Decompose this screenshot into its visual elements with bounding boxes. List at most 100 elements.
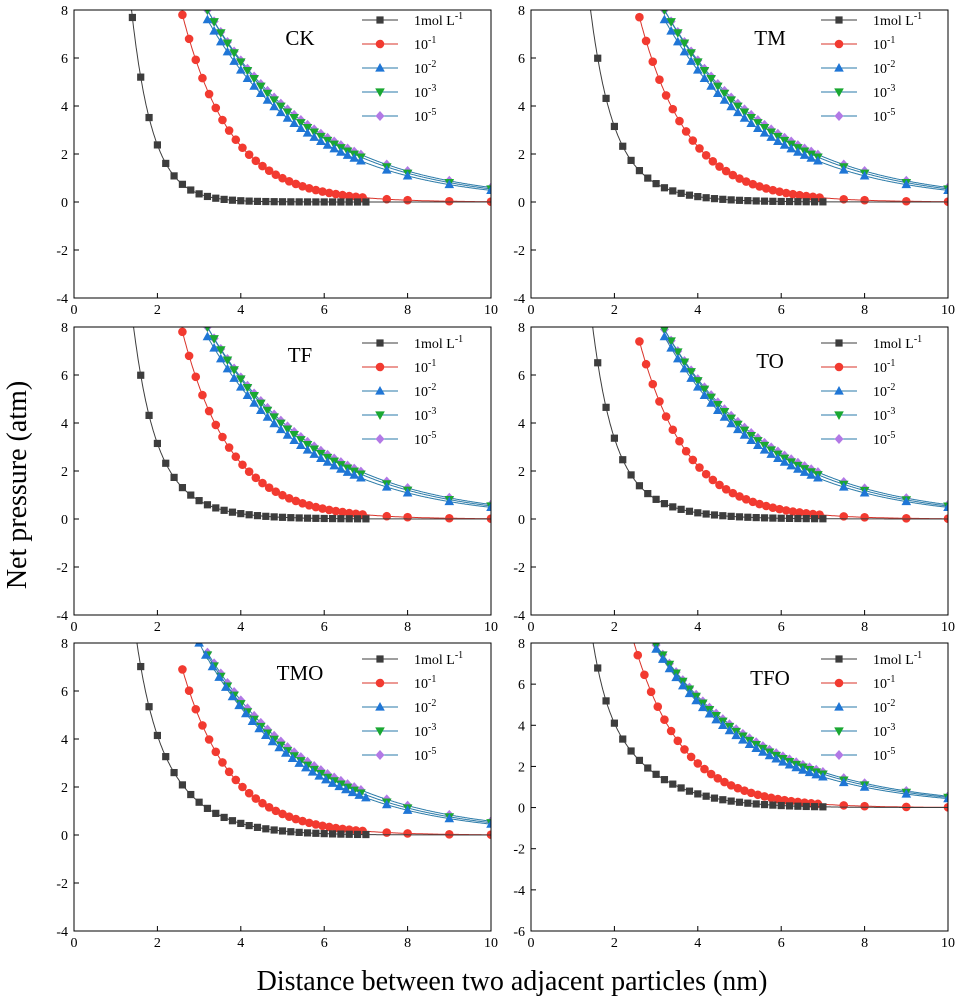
data-point bbox=[635, 482, 644, 490]
data-point bbox=[191, 372, 201, 382]
series-5 bbox=[659, 10, 948, 193]
data-point bbox=[312, 514, 320, 522]
data-point bbox=[795, 508, 804, 517]
data-point bbox=[270, 198, 278, 206]
data-point bbox=[679, 46, 690, 56]
series-3 bbox=[651, 644, 948, 803]
legend-label: 10-3 bbox=[873, 722, 895, 740]
y-tick-label: 6 bbox=[61, 685, 68, 700]
data-point bbox=[773, 453, 783, 462]
data-point bbox=[324, 505, 334, 515]
legend: 1mol L-1 10-1 10-2 10-3 10-5 bbox=[362, 650, 463, 764]
data-point bbox=[331, 823, 341, 833]
data-point bbox=[810, 803, 819, 811]
legend-marker bbox=[834, 434, 844, 444]
data-point bbox=[170, 172, 178, 180]
data-point bbox=[799, 467, 810, 476]
x-tick-label: 10 bbox=[941, 620, 955, 635]
data-point bbox=[316, 453, 326, 462]
series-5 bbox=[659, 327, 948, 510]
legend-item: 10-3 bbox=[362, 406, 436, 424]
data-point bbox=[726, 96, 736, 105]
x-tick-label: 8 bbox=[404, 620, 411, 635]
data-point bbox=[766, 449, 776, 458]
data-point bbox=[753, 790, 763, 800]
data-point bbox=[229, 373, 239, 382]
series-4 bbox=[661, 10, 948, 194]
data-point bbox=[760, 197, 769, 205]
data-point bbox=[191, 704, 201, 714]
x-tick-label: 4 bbox=[694, 936, 701, 951]
data-point bbox=[594, 664, 602, 672]
data-point bbox=[902, 802, 911, 812]
data-point bbox=[669, 780, 677, 788]
data-point bbox=[775, 504, 784, 514]
x-tick-label: 10 bbox=[484, 620, 498, 635]
legend-marker bbox=[375, 411, 385, 420]
legend-label: 10-3 bbox=[414, 722, 436, 740]
legend-marker bbox=[835, 339, 843, 347]
legend-label: 10-2 bbox=[414, 382, 436, 400]
series-line bbox=[206, 19, 491, 191]
data-point bbox=[673, 736, 683, 746]
data-point bbox=[353, 830, 362, 839]
data-point bbox=[813, 472, 823, 482]
data-point bbox=[943, 185, 948, 194]
data-point bbox=[735, 174, 744, 183]
legend-marker bbox=[375, 63, 385, 72]
data-point bbox=[680, 745, 689, 754]
data-point bbox=[282, 108, 293, 118]
data-point bbox=[214, 672, 224, 681]
series-line bbox=[655, 648, 948, 800]
series-5 bbox=[202, 10, 491, 193]
data-point bbox=[860, 512, 869, 522]
data-point bbox=[671, 672, 681, 682]
data-point bbox=[316, 136, 326, 145]
data-point bbox=[666, 18, 676, 27]
data-point bbox=[677, 189, 685, 197]
y-tick-label: 4 bbox=[61, 733, 68, 748]
data-point bbox=[648, 379, 658, 389]
panel-title: TO bbox=[756, 349, 784, 373]
legend-label: 10-1 bbox=[873, 358, 895, 376]
legend-label: 10-3 bbox=[873, 83, 895, 101]
x-tick-label: 6 bbox=[778, 303, 785, 318]
data-point bbox=[328, 514, 337, 523]
legend-marker bbox=[375, 386, 385, 395]
data-point bbox=[748, 179, 758, 189]
series-4 bbox=[660, 327, 948, 512]
data-point bbox=[644, 489, 652, 498]
data-point bbox=[769, 514, 777, 522]
legend-item: 10-5 bbox=[362, 430, 436, 448]
y-tick-label: 2 bbox=[61, 465, 68, 480]
data-point bbox=[686, 49, 696, 58]
legend-item: 1mol L-1 bbox=[362, 334, 463, 352]
legend-marker bbox=[375, 39, 385, 49]
data-point bbox=[202, 331, 213, 341]
data-point bbox=[249, 75, 259, 84]
y-tick-label: 0 bbox=[61, 829, 68, 844]
series-1 bbox=[133, 327, 491, 523]
legend-item: 1mol L-1 bbox=[362, 650, 463, 668]
data-point bbox=[759, 127, 770, 137]
data-point bbox=[187, 790, 195, 799]
legend-label: 10-2 bbox=[414, 59, 436, 77]
data-point bbox=[810, 198, 819, 206]
data-point bbox=[661, 91, 671, 100]
series-1 bbox=[590, 10, 948, 206]
data-point bbox=[336, 147, 346, 156]
y-tick-label: 8 bbox=[61, 321, 68, 336]
series-1 bbox=[592, 327, 948, 523]
data-point bbox=[746, 435, 756, 445]
legend-item: 1mol L-1 bbox=[821, 11, 922, 29]
y-tick-label: 6 bbox=[518, 52, 525, 67]
x-axis-label: Distance between two adjacent particles … bbox=[257, 966, 768, 997]
x-tick-label: 6 bbox=[778, 620, 785, 635]
plot-frame bbox=[73, 642, 492, 932]
data-point bbox=[602, 403, 610, 411]
data-point bbox=[713, 401, 723, 410]
data-point bbox=[262, 412, 273, 421]
y-tick-label: 4 bbox=[61, 417, 68, 432]
